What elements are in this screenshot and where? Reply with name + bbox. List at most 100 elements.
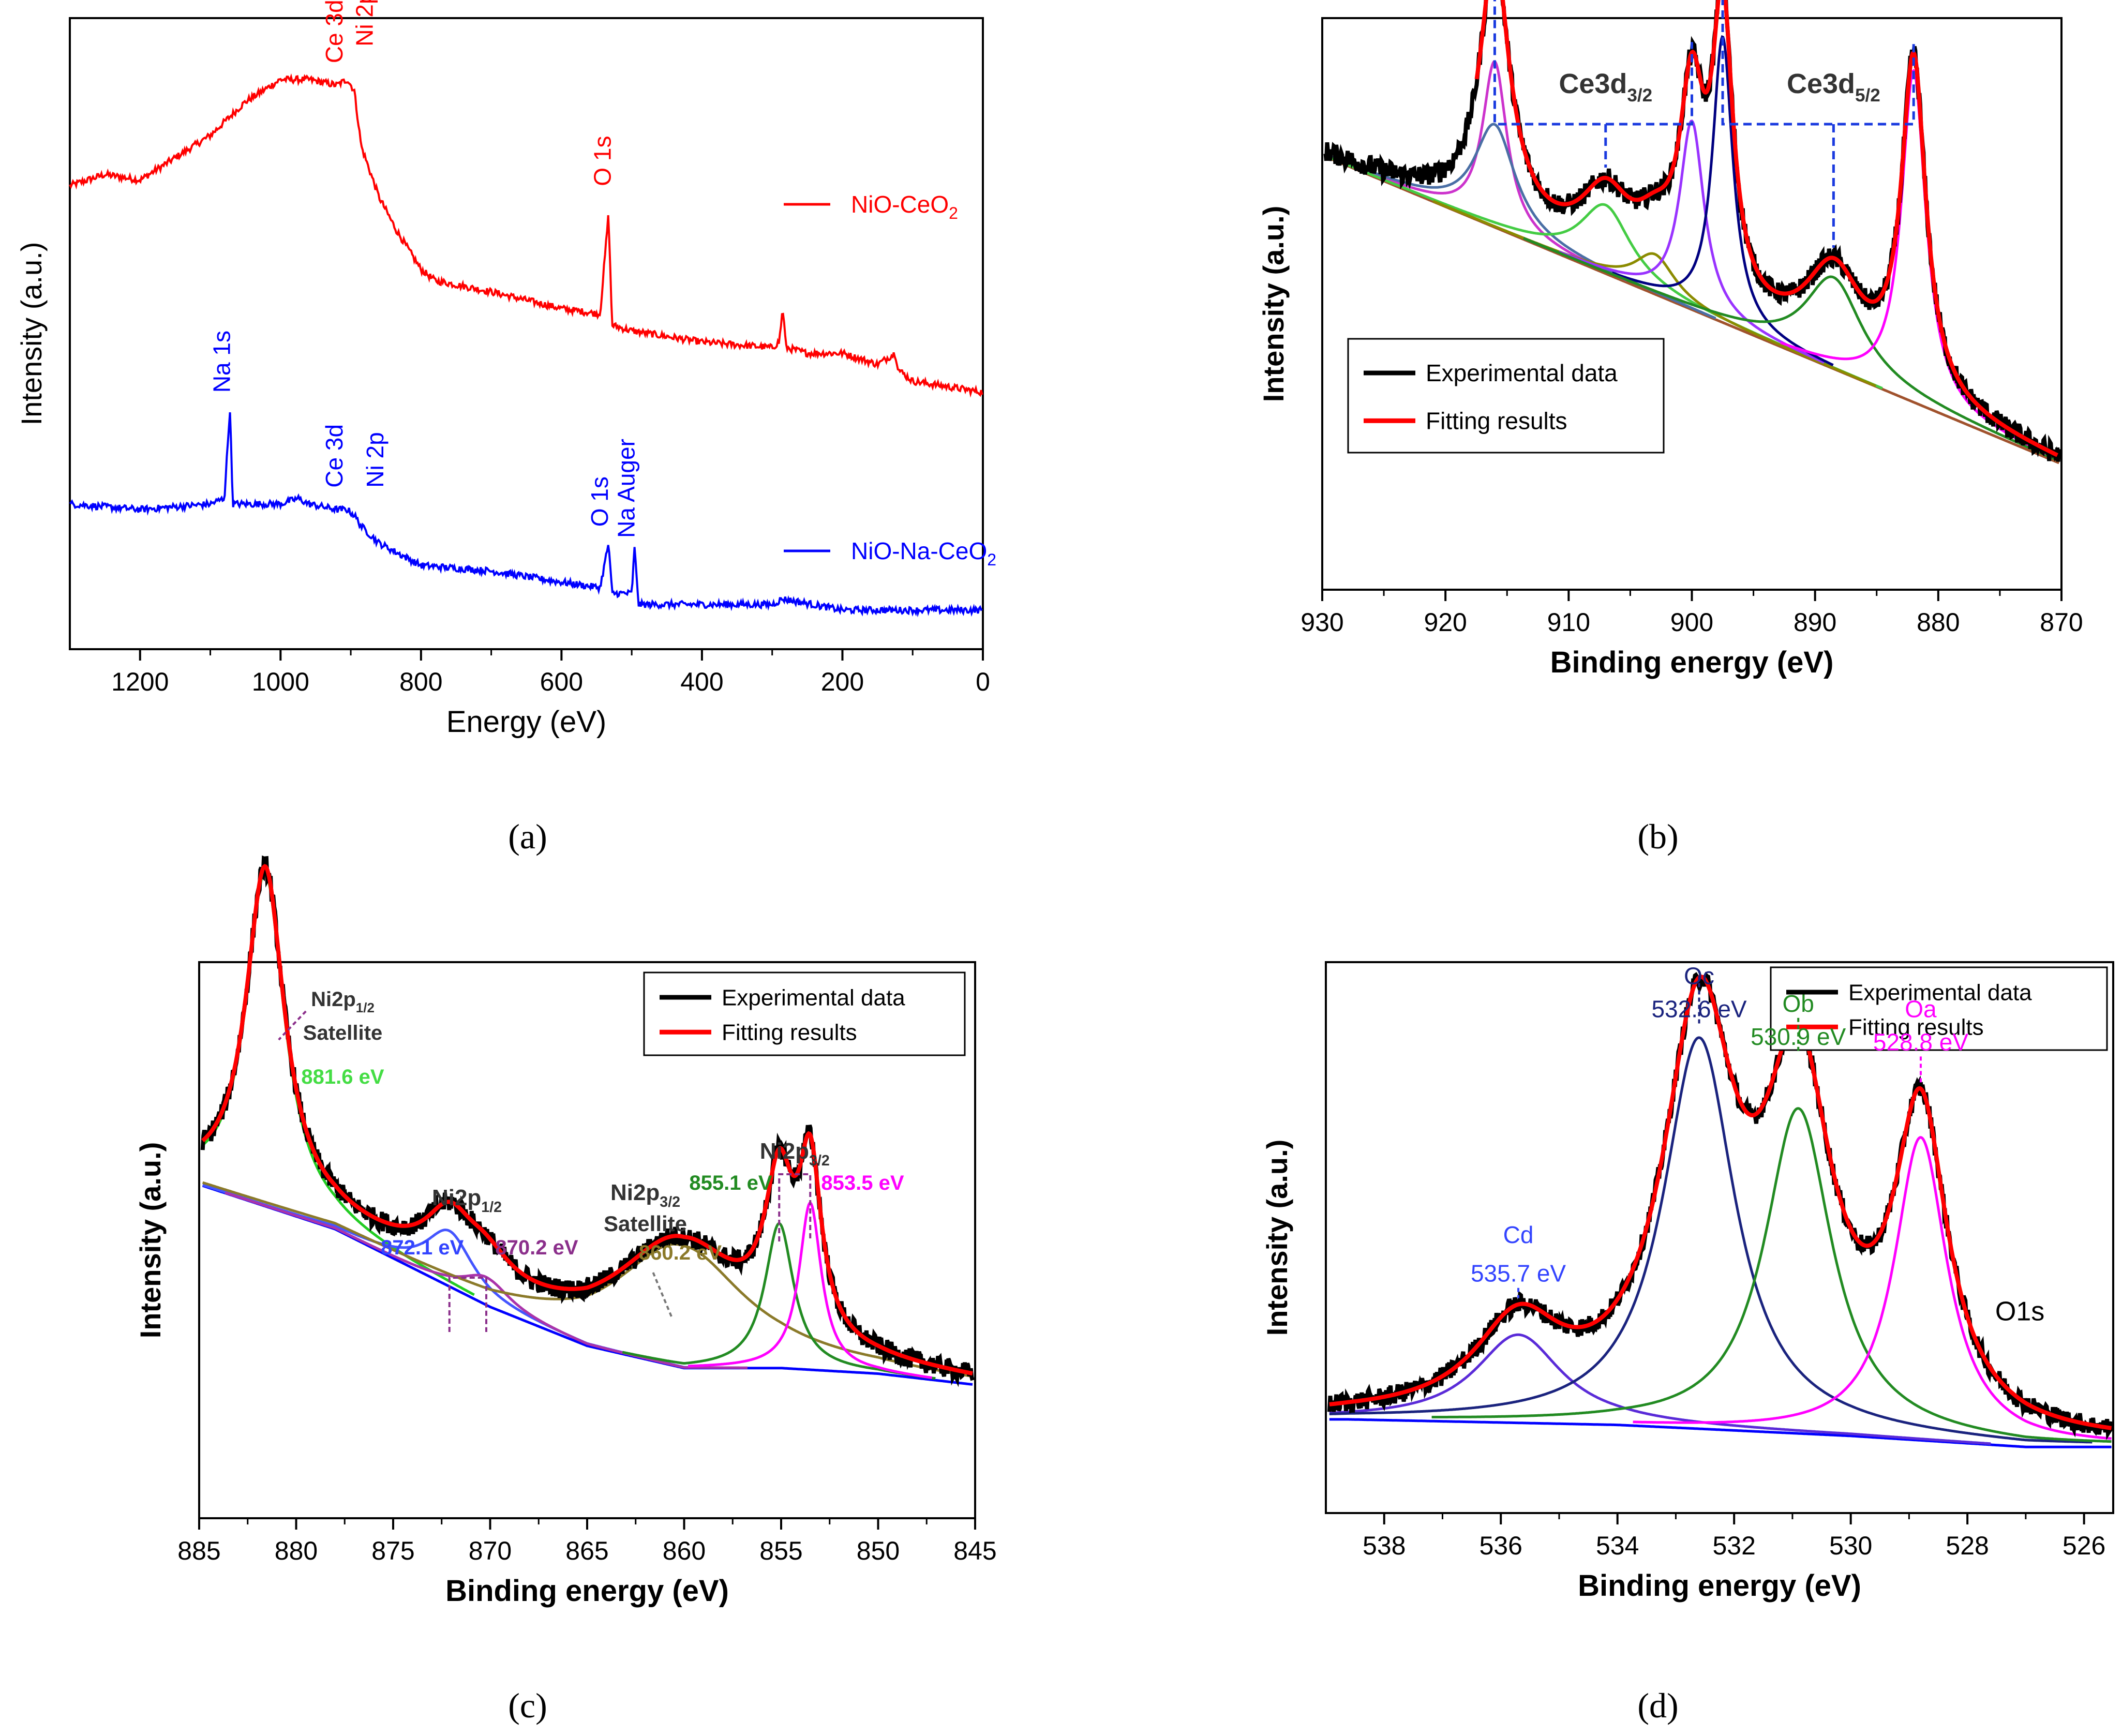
- peak-label: O 1s: [586, 476, 613, 527]
- x-tick-label: 855: [759, 1536, 802, 1565]
- annotation-label: 535.7 eV: [1471, 1260, 1566, 1287]
- x-axis-label: Binding energy (eV): [1550, 646, 1834, 679]
- panel-caption: (a): [508, 817, 547, 856]
- label-subscript: 3/2: [809, 1153, 830, 1169]
- x-tick-label: 885: [177, 1536, 220, 1565]
- component-peak: [1558, 119, 1825, 364]
- legend-label: NiO-Na-CeO2: [851, 537, 996, 569]
- region-bracket: [1493, 0, 1693, 168]
- legend-subscript: 2: [987, 550, 996, 569]
- plot-frame: [69, 17, 984, 650]
- x-tick-label: 880: [275, 1536, 318, 1565]
- x-tick-label: 600: [540, 667, 583, 696]
- peak-label: O 1s: [589, 136, 616, 186]
- x-tick-label: 890: [1794, 608, 1836, 637]
- fitting-results-line: [201, 864, 973, 1376]
- annotation-label: Satellite: [604, 1211, 687, 1236]
- x-tick-label: 528: [1946, 1531, 1989, 1560]
- peak-label: Ni 2p: [362, 432, 388, 487]
- region-bracket: [1721, 0, 1915, 248]
- component-peak: [1523, 237, 2060, 462]
- y-axis-label: Intensity (a.u.): [15, 242, 48, 426]
- legend-label: Experimental data: [1848, 980, 2032, 1005]
- fitting-results-line: [1329, 975, 2112, 1430]
- component-peak: [1633, 1136, 2112, 1440]
- x-axis-label: Binding energy (eV): [1578, 1569, 1861, 1603]
- annotation-label: Ni2p1/2: [311, 988, 375, 1015]
- plot-frame: [1325, 961, 2114, 1514]
- leader-line: [278, 1010, 307, 1041]
- peak-label: Ce 3d: [321, 0, 348, 63]
- annotation-label: Satellite: [303, 1022, 382, 1044]
- fitting-results-line: [1474, 0, 2058, 457]
- x-tick-label: 870: [2040, 608, 2083, 637]
- component-peak: [1329, 1333, 1991, 1445]
- panel-c-chart: 885 880 875 870 865 860 855 850 845 Binding energ…: [134, 855, 997, 1725]
- panel-d-chart: 538 536 534 532 530 528 526 Binding energy (eV)…: [1261, 961, 2114, 1725]
- panel-caption: (c): [508, 1686, 547, 1725]
- label-base: Ni2p: [432, 1185, 481, 1210]
- x-tick-label: 400: [680, 667, 723, 696]
- label-subscript: 1/2: [481, 1199, 502, 1216]
- peak-label: Na 1s: [208, 331, 235, 393]
- x-tick-label: 900: [1670, 608, 1713, 637]
- annotation-label: 528.8 eV: [1873, 1028, 1968, 1055]
- y-axis-label: Intensity (a.u.): [134, 1142, 167, 1339]
- x-tick-label: 1000: [252, 667, 309, 696]
- label-base: Ni2p: [311, 988, 356, 1011]
- panel-a-chart: 1200 1000 800 600 400 200 0 Energy (eV) Intensit…: [15, 0, 996, 856]
- leader-line: [652, 1272, 674, 1320]
- x-tick-label: 532: [1712, 1531, 1755, 1560]
- annotation-label: Ni2p1/2: [432, 1185, 502, 1216]
- annotation-label: 853.5 eV: [821, 1172, 904, 1194]
- x-tick-label: 845: [953, 1536, 996, 1565]
- y-axis-label: Intensity (a.u.): [1261, 1140, 1293, 1336]
- peak-bracket: [448, 1277, 487, 1332]
- x-tick-label: 1200: [111, 667, 169, 696]
- component-peak: [1431, 1107, 2112, 1443]
- component-peak: [1329, 1036, 2093, 1444]
- panel-b-chart: 930 920 910 900 890 880 870 Binding energy (eV)…: [1257, 0, 2083, 856]
- series-line-nio-ceo2: [69, 73, 983, 398]
- peak-label: Ni 2p: [351, 0, 378, 47]
- series-line-nio-na-ceo2: [69, 412, 983, 618]
- x-tick-label: 880: [1917, 608, 1960, 637]
- x-tick-label: 870: [469, 1536, 512, 1565]
- annotation-label: 881.6 eV: [301, 1066, 384, 1088]
- x-tick-label: 530: [1829, 1531, 1872, 1560]
- region-label: Ce3d3/2: [1559, 68, 1652, 106]
- panel-caption: (d): [1637, 1686, 1678, 1725]
- legend-label: NiO-CeO2: [851, 191, 958, 222]
- legend-box: [643, 971, 966, 1056]
- panel-caption: (b): [1637, 817, 1678, 856]
- x-tick-label: 910: [1547, 608, 1590, 637]
- peak-bracket: [778, 1173, 812, 1241]
- label-base: Ni2p: [610, 1180, 660, 1205]
- peak-label: Ce 3d: [321, 424, 348, 488]
- peak-label: Na Auger: [613, 439, 640, 538]
- x-tick-label: 850: [857, 1536, 900, 1565]
- x-tick-label: 800: [399, 667, 442, 696]
- legend-box: [1770, 966, 2108, 1051]
- x-tick-label: 536: [1480, 1531, 1522, 1560]
- x-axis-label: Energy (eV): [446, 705, 606, 739]
- label-base: Ni2p: [760, 1139, 809, 1164]
- y-axis-label: Intensity (a.u.): [1257, 206, 1290, 402]
- annotation-label: 870.2 eV: [495, 1236, 578, 1259]
- x-axis-label: Binding energy (eV): [445, 1574, 729, 1608]
- x-tick-label: 534: [1596, 1531, 1639, 1560]
- label-base: Ce3d: [1559, 68, 1627, 99]
- legend-label: Fitting results: [1426, 408, 1567, 435]
- annotation-label: Oa: [1905, 996, 1937, 1023]
- annotation-label: Ni2p3/2: [760, 1139, 830, 1169]
- component-peak: [1325, 123, 1716, 320]
- x-tick-label: 0: [976, 667, 990, 696]
- annotation-label: O1s: [1995, 1296, 2044, 1326]
- label-subscript: 1/2: [356, 1000, 375, 1015]
- component-peak: [1611, 35, 1834, 367]
- x-tick-label: 526: [2063, 1531, 2105, 1560]
- legend-subscript: 2: [949, 204, 958, 222]
- x-tick-label: 860: [663, 1536, 706, 1565]
- x-tick-label: 920: [1424, 608, 1467, 637]
- x-tick-label: 538: [1363, 1531, 1406, 1560]
